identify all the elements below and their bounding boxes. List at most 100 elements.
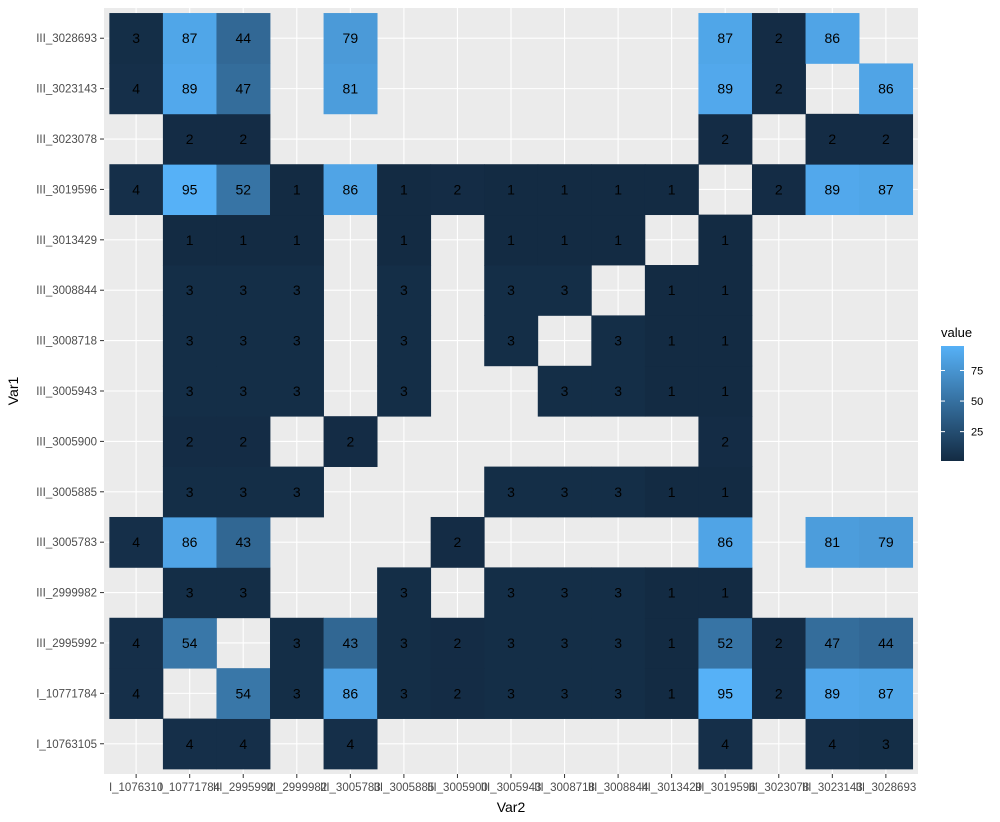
heatmap-cell <box>591 164 646 216</box>
cell-value-label: 87 <box>878 181 894 197</box>
cell-value-label: 2 <box>775 685 783 701</box>
cell-value-label: 3 <box>507 635 515 651</box>
cell-value-label: 2 <box>454 181 462 197</box>
cell-value-label: 3 <box>186 484 194 500</box>
heatmap-cell <box>859 516 914 568</box>
cell-value-label: 2 <box>721 433 729 449</box>
cell-value-label: 2 <box>239 131 247 147</box>
heatmap-cell <box>805 516 860 568</box>
heatmap-cell <box>698 113 753 165</box>
x-tick-label: III_3013429 <box>641 782 702 794</box>
heatmap-cell <box>270 265 324 316</box>
legend-colorbar <box>941 346 964 461</box>
heatmap-cell <box>484 214 539 266</box>
cell-value-label: 2 <box>775 181 783 197</box>
heatmap-cell <box>484 265 539 316</box>
heatmap-cell <box>270 315 324 367</box>
heatmap-cell <box>644 668 699 719</box>
cell-value-label: 2 <box>186 433 194 449</box>
cell-value-label: 3 <box>614 585 622 601</box>
heatmap-cell <box>698 214 753 266</box>
heatmap-cell <box>698 617 753 669</box>
heatmap-cell <box>162 113 217 165</box>
x-tick-label: III_3005885 <box>374 782 435 794</box>
cell-value-label: 1 <box>239 232 247 248</box>
y-tick-label: III_3008844 <box>36 285 97 297</box>
heatmap-cell <box>644 617 699 669</box>
cell-value-label: 3 <box>293 635 301 651</box>
cell-value-label: 3 <box>561 282 569 298</box>
cell-value-label: 54 <box>182 635 198 651</box>
cell-value-label: 89 <box>717 81 733 97</box>
y-tick-label: III_3008718 <box>36 336 97 348</box>
heatmap-cell <box>430 516 485 568</box>
heatmap-cell <box>162 567 217 619</box>
cell-value-label: 1 <box>507 181 515 197</box>
cell-value-label: 3 <box>186 585 194 601</box>
cell-value-label: 1 <box>668 585 676 601</box>
cell-value-label: 2 <box>775 81 783 97</box>
cell-value-label: 4 <box>721 736 729 752</box>
heatmap-cell <box>591 214 646 266</box>
cell-value-label: 3 <box>239 333 247 349</box>
cell-value-label: 2 <box>454 635 462 651</box>
legend-title: value <box>941 325 972 340</box>
heatmap-cell <box>698 466 753 518</box>
heatmap-cell <box>270 164 324 216</box>
heatmap-cell <box>377 365 432 417</box>
heatmap-cell <box>216 13 271 64</box>
x-tick-label: III_3005943 <box>481 782 542 794</box>
heatmap-cell <box>216 516 271 568</box>
cell-value-label: 3 <box>614 383 622 399</box>
cell-value-label: 4 <box>132 181 140 197</box>
cell-value-label: 1 <box>668 282 676 298</box>
heatmap-cell <box>591 617 646 669</box>
cell-value-label: 4 <box>132 534 140 550</box>
heatmap-cell <box>805 164 860 216</box>
heatmap-cell <box>537 214 592 266</box>
heatmap-cell <box>323 13 378 64</box>
heatmap-cell <box>216 668 271 719</box>
cell-value-label: 87 <box>717 30 733 46</box>
heatmap-cell <box>216 416 271 467</box>
heatmap-cell <box>323 668 378 719</box>
cell-value-label: 2 <box>346 433 354 449</box>
heatmap-cell <box>698 718 753 770</box>
cell-value-label: 4 <box>186 736 194 752</box>
heatmap-cell <box>484 617 539 669</box>
cell-value-label: 1 <box>668 484 676 500</box>
heatmap-cell <box>216 718 271 770</box>
heatmap-cell <box>537 668 592 719</box>
heatmap-cell <box>430 668 485 719</box>
x-tick-label: I_10771784 <box>159 782 220 794</box>
cell-value-label: 2 <box>828 131 836 147</box>
cell-value-label: 95 <box>182 181 198 197</box>
y-tick-label: III_3013429 <box>36 235 97 247</box>
heatmap-cell <box>591 365 646 417</box>
heatmap-cell <box>162 63 217 115</box>
cell-value-label: 43 <box>235 534 251 550</box>
heatmap-cell <box>323 617 378 669</box>
cell-value-label: 1 <box>668 685 676 701</box>
cell-value-label: 87 <box>878 685 894 701</box>
cell-value-label: 1 <box>293 181 301 197</box>
cell-value-label: 1 <box>561 232 569 248</box>
cell-value-label: 86 <box>343 181 359 197</box>
cell-value-label: 1 <box>400 232 408 248</box>
cell-value-label: 1 <box>668 635 676 651</box>
cell-value-label: 1 <box>614 181 622 197</box>
cell-value-label: 1 <box>668 181 676 197</box>
cell-value-label: 3 <box>186 333 194 349</box>
heatmap-cell <box>323 63 378 115</box>
heatmap-cell <box>698 416 753 467</box>
heatmap-cell <box>644 466 699 518</box>
heatmap-cell <box>698 567 753 619</box>
heatmap-cell <box>698 365 753 417</box>
heatmap-cell <box>644 365 699 417</box>
heatmap-cell <box>591 315 646 367</box>
heatmap-cell <box>323 164 378 216</box>
cell-value-label: 3 <box>507 333 515 349</box>
heatmap-cell <box>109 516 164 568</box>
heatmap-cell <box>644 567 699 619</box>
